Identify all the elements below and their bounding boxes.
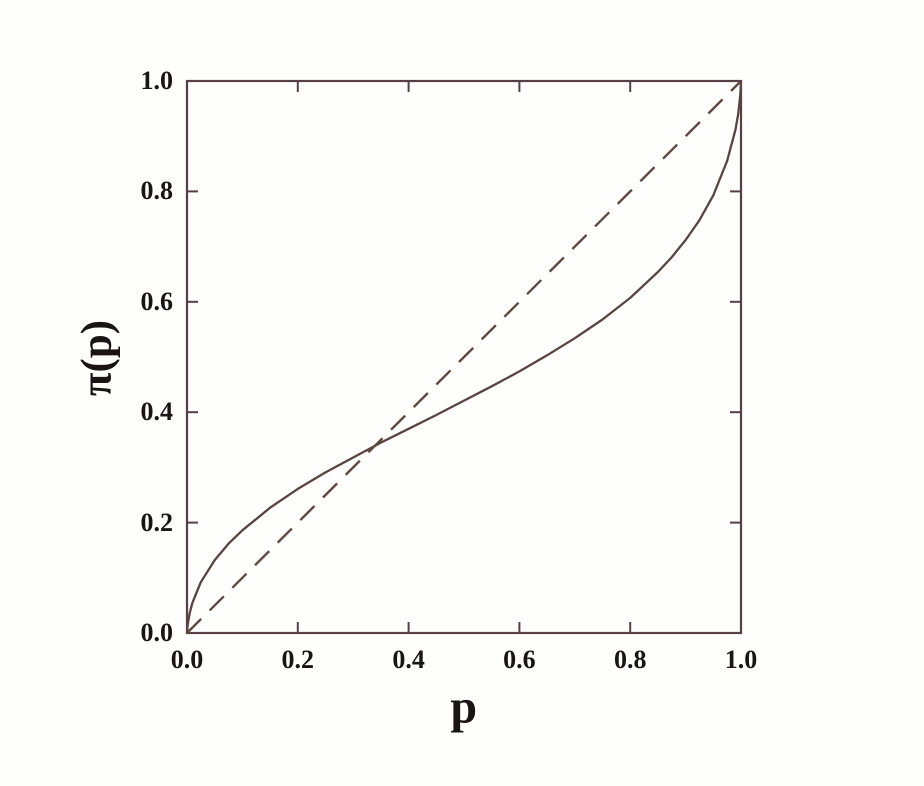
identity-diagonal-line	[186, 80, 742, 634]
y-tick-label-0.6: 0.6	[140, 286, 174, 316]
y-tick-label-0.0: 0.0	[140, 618, 174, 647]
x-tick-label-0.2: 0.2	[281, 645, 315, 674]
y-tick-label-0.4: 0.4	[140, 397, 174, 427]
probability-weighting-curve-line	[185, 80, 743, 634]
y-axis-label: π(p)	[73, 319, 121, 397]
x-tick-label-0.8: 0.8	[613, 645, 647, 674]
y-tick-label-0.8: 0.8	[140, 176, 174, 206]
y-tick-label-0.2: 0.2	[140, 507, 174, 537]
x-tick-label-0.4: 0.4	[392, 645, 425, 674]
plot-frame	[185, 79, 743, 635]
x-tick-label-0.0: 0.0	[170, 645, 204, 674]
x-tick-label-0.6: 0.6	[503, 645, 536, 674]
x-axis-label: p	[450, 680, 478, 734]
y-tick-label-1.0: 1.0	[140, 66, 174, 95]
x-tick-label-1.0: 1.0	[724, 645, 758, 674]
